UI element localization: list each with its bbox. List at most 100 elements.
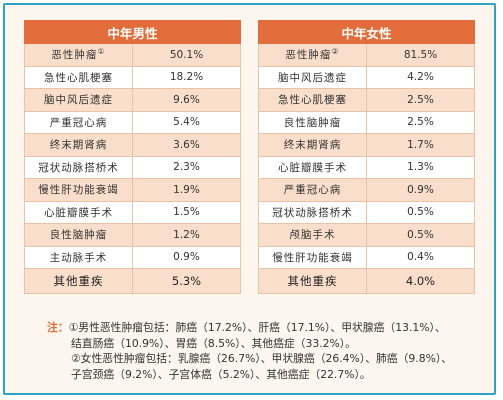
- percentage-cell: 9.6%: [132, 88, 241, 112]
- disease-name: 慢性肝功能衰竭: [38, 184, 119, 197]
- disease-name-cell: 严重冠心病: [24, 110, 133, 134]
- percentage-cell: 2.5%: [366, 88, 475, 112]
- disease-name-cell: 良性脑肿瘤: [258, 110, 367, 134]
- male-table-body: 恶性肿瘤① 50.1% 急性心肌梗塞 18.2% 脑中风后遗症 9.6% 严重冠心病 5.4%…: [24, 43, 241, 294]
- table-row: 其他重疾 4.0%: [258, 268, 475, 294]
- footnotes: 注：①男性恶性肿瘤包括：肺癌（17.2%）、肝癌（17.1%）、甲状腺癌（13.…: [47, 320, 487, 382]
- disease-name-cell: 脑中风后遗症: [24, 88, 133, 112]
- table-row: 脑中风后遗症 9.6%: [24, 88, 241, 112]
- disease-name: 主动脉手术: [49, 251, 108, 264]
- disease-name-cell: 主动脉手术: [24, 245, 133, 269]
- disease-name-cell: 颅脑手术: [258, 223, 367, 247]
- percentage-cell: 5.3%: [132, 268, 241, 294]
- table-row: 终末期肾病 3.6%: [24, 133, 241, 157]
- table-row: 主动脉手术 0.9%: [24, 245, 241, 269]
- percentage-cell: 2.3%: [132, 155, 241, 179]
- percentage-cell: 5.4%: [132, 110, 241, 134]
- percentage-cell: 1.7%: [366, 133, 475, 157]
- table-row: 恶性肿瘤② 81.5%: [258, 43, 475, 67]
- percentage-cell: 18.2%: [132, 65, 241, 89]
- disease-name-cell: 良性脑肿瘤: [24, 223, 133, 247]
- disease-name-cell: 心脏瓣膜手术: [258, 155, 367, 179]
- percentage-cell: 3.6%: [132, 133, 241, 157]
- disease-name: 其他重疾: [287, 274, 338, 288]
- percentage-cell: 2.5%: [366, 110, 475, 134]
- footnote-marker: ②: [331, 47, 340, 57]
- table-row: 急性心肌梗塞 18.2%: [24, 65, 241, 89]
- disease-name: 急性心肌梗塞: [278, 94, 347, 107]
- disease-name-cell: 终末期肾病: [24, 133, 133, 157]
- female-table: 中年女性 恶性肿瘤② 81.5% 脑中风后遗症 4.2% 急性心肌梗塞 2.5% 良性脑肿瘤…: [258, 20, 475, 294]
- table-row: 颅脑手术 0.5%: [258, 223, 475, 247]
- disease-name-cell: 冠状动脉搭桥术: [258, 200, 367, 224]
- disease-name: 其他重疾: [53, 274, 104, 288]
- table-row: 慢性肝功能衰竭 1.9%: [24, 178, 241, 202]
- disease-name: 终末期肾病: [49, 139, 108, 152]
- disease-name-cell: 恶性肿瘤①: [24, 43, 133, 67]
- table-row: 严重冠心病 0.9%: [258, 178, 475, 202]
- disease-name: 慢性肝功能衰竭: [272, 251, 353, 264]
- percentage-cell: 1.5%: [132, 200, 241, 224]
- table-row: 良性脑肿瘤 1.2%: [24, 223, 241, 247]
- footnote-label: 注：: [47, 321, 69, 334]
- disease-name: 心脏瓣膜手术: [278, 161, 347, 174]
- disease-name: 冠状动脉搭桥术: [272, 206, 353, 219]
- table-row: 良性脑肿瘤 2.5%: [258, 110, 475, 134]
- table-row: 脑中风后遗症 4.2%: [258, 65, 475, 89]
- table-row: 冠状动脉搭桥术 2.3%: [24, 155, 241, 179]
- female-table-body: 恶性肿瘤② 81.5% 脑中风后遗症 4.2% 急性心肌梗塞 2.5% 良性脑肿瘤 2.5% 终…: [258, 43, 475, 294]
- disease-name: 终末期肾病: [283, 139, 342, 152]
- disease-name: 严重冠心病: [283, 184, 342, 197]
- disease-name-cell: 严重冠心病: [258, 178, 367, 202]
- table-row: 心脏瓣膜手术 1.5%: [24, 200, 241, 224]
- disease-name: 脑中风后遗症: [278, 71, 347, 84]
- footnote-marker: ①: [97, 47, 106, 57]
- percentage-cell: 81.5%: [366, 43, 475, 67]
- disease-name-cell: 其他重疾: [258, 268, 367, 294]
- percentage-cell: 0.4%: [366, 245, 475, 269]
- percentage-cell: 1.3%: [366, 155, 475, 179]
- disease-name: 严重冠心病: [49, 116, 108, 129]
- disease-name: 恶性肿瘤: [285, 49, 332, 62]
- female-table-title: 中年女性: [258, 20, 475, 44]
- disease-name-cell: 慢性肝功能衰竭: [24, 178, 133, 202]
- table-row: 恶性肿瘤① 50.1%: [24, 43, 241, 67]
- disease-name: 良性脑肿瘤: [49, 229, 108, 242]
- disease-name-cell: 脑中风后遗症: [258, 65, 367, 89]
- disease-name-cell: 恶性肿瘤②: [258, 43, 367, 67]
- percentage-cell: 4.2%: [366, 65, 475, 89]
- percentage-cell: 4.0%: [366, 268, 475, 294]
- percentage-cell: 0.5%: [366, 223, 475, 247]
- percentage-cell: 0.9%: [366, 178, 475, 202]
- footnote-line: 子宫颈癌（9.2%）、子宫体癌（5.2%）、其他癌症（22.7%）。: [71, 367, 371, 381]
- disease-name-cell: 其他重疾: [24, 268, 133, 294]
- table-row: 严重冠心病 5.4%: [24, 110, 241, 134]
- disease-name: 冠状动脉搭桥术: [38, 161, 119, 174]
- disease-name: 急性心肌梗塞: [44, 71, 113, 84]
- disease-name-cell: 急性心肌梗塞: [24, 65, 133, 89]
- table-row: 冠状动脉搭桥术 0.5%: [258, 200, 475, 224]
- footnote-female-text: ②女性恶性肿瘤包括：乳腺癌（26.7%）、甲状腺癌（26.4%）、肺癌（9.8%…: [71, 352, 453, 365]
- percentage-cell: 50.1%: [132, 43, 241, 67]
- footnote-line: 注：①男性恶性肿瘤包括：肺癌（17.2%）、肝癌（17.1%）、甲状腺癌（13.…: [47, 320, 487, 336]
- disease-name-cell: 慢性肝功能衰竭: [258, 245, 367, 269]
- disease-name: 良性脑肿瘤: [283, 116, 342, 129]
- footnote-line: 结直肠癌（10.9%）、胃癌（8.5%）、其他癌症（33.2%）。: [71, 336, 356, 350]
- footnote-male-text: ①男性恶性肿瘤包括：肺癌（17.2%）、肝癌（17.1%）、甲状腺癌（13.1%…: [68, 321, 446, 334]
- male-table-title: 中年男性: [24, 20, 241, 44]
- table-row: 心脏瓣膜手术 1.3%: [258, 155, 475, 179]
- percentage-cell: 1.9%: [132, 178, 241, 202]
- disease-name-cell: 心脏瓣膜手术: [24, 200, 133, 224]
- percentage-cell: 0.5%: [366, 200, 475, 224]
- table-row: 慢性肝功能衰竭 0.4%: [258, 245, 475, 269]
- disease-name-cell: 急性心肌梗塞: [258, 88, 367, 112]
- disease-name: 恶性肿瘤: [51, 49, 98, 62]
- table-row: 急性心肌梗塞 2.5%: [258, 88, 475, 112]
- disease-name: 脑中风后遗症: [44, 94, 113, 107]
- male-table: 中年男性 恶性肿瘤① 50.1% 急性心肌梗塞 18.2% 脑中风后遗症 9.6% 严重冠心…: [24, 20, 241, 294]
- percentage-cell: 1.2%: [132, 223, 241, 247]
- disease-name-cell: 终末期肾病: [258, 133, 367, 157]
- table-row: 其他重疾 5.3%: [24, 268, 241, 294]
- table-row: 终末期肾病 1.7%: [258, 133, 475, 157]
- disease-name: 心脏瓣膜手术: [44, 206, 113, 219]
